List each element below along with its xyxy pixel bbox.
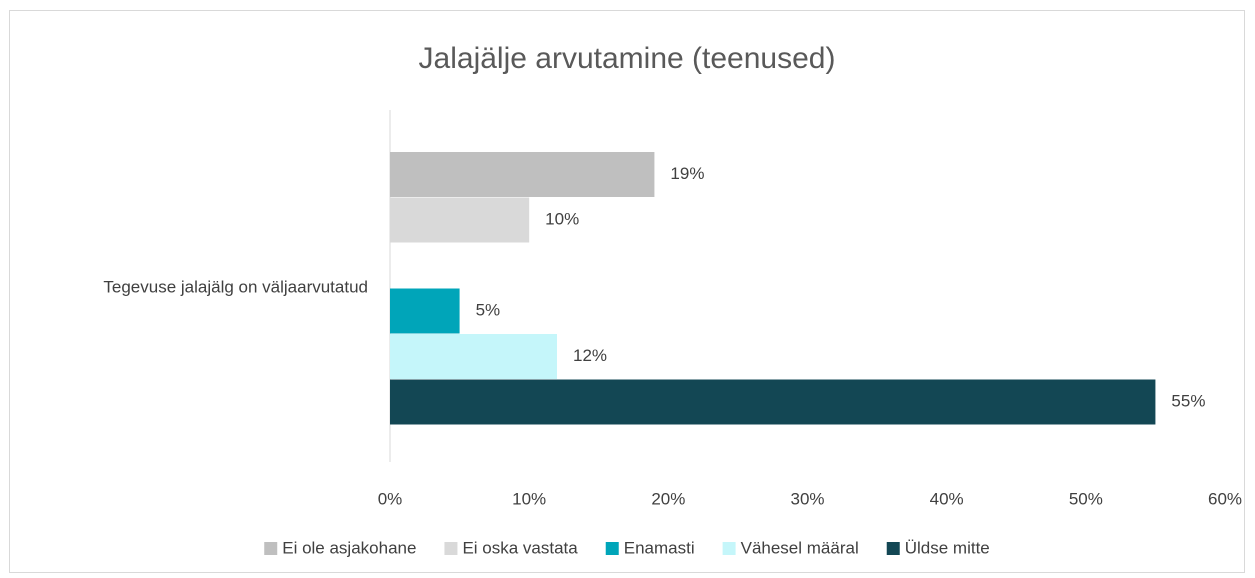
bar: [390, 152, 655, 197]
chart-title: Jalajälje arvutamine (teenused): [419, 42, 836, 75]
legend-swatch: [605, 542, 619, 555]
data-label: 19%: [670, 164, 704, 183]
x-tick-label: 30%: [790, 489, 824, 508]
legend-item: Enamasti: [605, 538, 695, 557]
y-tick-label: Tegevuse jalajälg on väljaarvutatud: [103, 277, 368, 296]
x-tick-label: 0%: [378, 489, 403, 508]
legend-swatch: [722, 542, 736, 555]
x-tick-label: 40%: [930, 489, 964, 508]
chart-border: [9, 10, 1245, 573]
legend-label: Ei oska vastata: [462, 538, 578, 557]
x-tick-label: 60%: [1208, 489, 1242, 508]
legend-label: Enamasti: [624, 538, 695, 557]
x-tick-label: 50%: [1069, 489, 1103, 508]
data-label: 10%: [545, 210, 579, 229]
legend-swatch: [444, 542, 458, 555]
legend-label: Vähesel määral: [741, 538, 859, 557]
legend-label: Ei ole asjakohane: [282, 538, 416, 557]
legend-swatch: [264, 542, 278, 555]
bar: [390, 379, 1156, 425]
legend-item: Ei oska vastata: [444, 538, 578, 557]
bar: [390, 288, 460, 334]
data-label: 5%: [476, 301, 501, 320]
legend-item: Ei ole asjakohane: [264, 538, 416, 557]
data-label: 12%: [573, 346, 607, 365]
x-tick-label: 20%: [651, 489, 685, 508]
legend-item: Üldse mitte: [886, 538, 990, 557]
legend-swatch: [886, 542, 900, 555]
bar: [390, 334, 557, 379]
bar: [390, 197, 530, 243]
legend-label: Üldse mitte: [905, 538, 990, 557]
x-tick-label: 10%: [512, 489, 546, 508]
legend-item: Vähesel määral: [722, 538, 859, 557]
data-label: 55%: [1171, 392, 1205, 411]
